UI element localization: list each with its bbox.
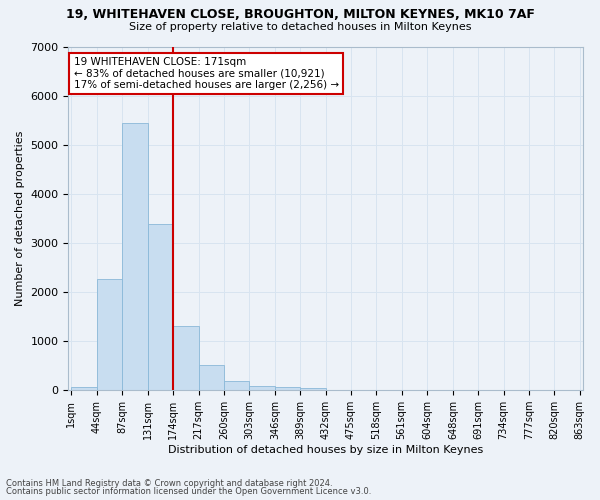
Bar	[173, 326, 199, 390]
Bar	[97, 279, 122, 390]
Text: Contains HM Land Registry data © Crown copyright and database right 2024.: Contains HM Land Registry data © Crown c…	[6, 478, 332, 488]
Text: 19 WHITEHAVEN CLOSE: 171sqm
← 83% of detached houses are smaller (10,921)
17% of: 19 WHITEHAVEN CLOSE: 171sqm ← 83% of det…	[74, 57, 338, 90]
Bar	[224, 381, 250, 390]
Text: Contains public sector information licensed under the Open Government Licence v3: Contains public sector information licen…	[6, 487, 371, 496]
Bar	[199, 365, 224, 390]
Bar	[250, 386, 275, 390]
Bar	[71, 387, 97, 390]
Y-axis label: Number of detached properties: Number of detached properties	[15, 130, 25, 306]
Text: Size of property relative to detached houses in Milton Keynes: Size of property relative to detached ho…	[129, 22, 471, 32]
Bar	[275, 387, 300, 390]
X-axis label: Distribution of detached houses by size in Milton Keynes: Distribution of detached houses by size …	[168, 445, 483, 455]
Text: 19, WHITEHAVEN CLOSE, BROUGHTON, MILTON KEYNES, MK10 7AF: 19, WHITEHAVEN CLOSE, BROUGHTON, MILTON …	[65, 8, 535, 20]
Bar	[300, 388, 326, 390]
Bar	[122, 122, 148, 390]
Bar	[148, 224, 173, 390]
